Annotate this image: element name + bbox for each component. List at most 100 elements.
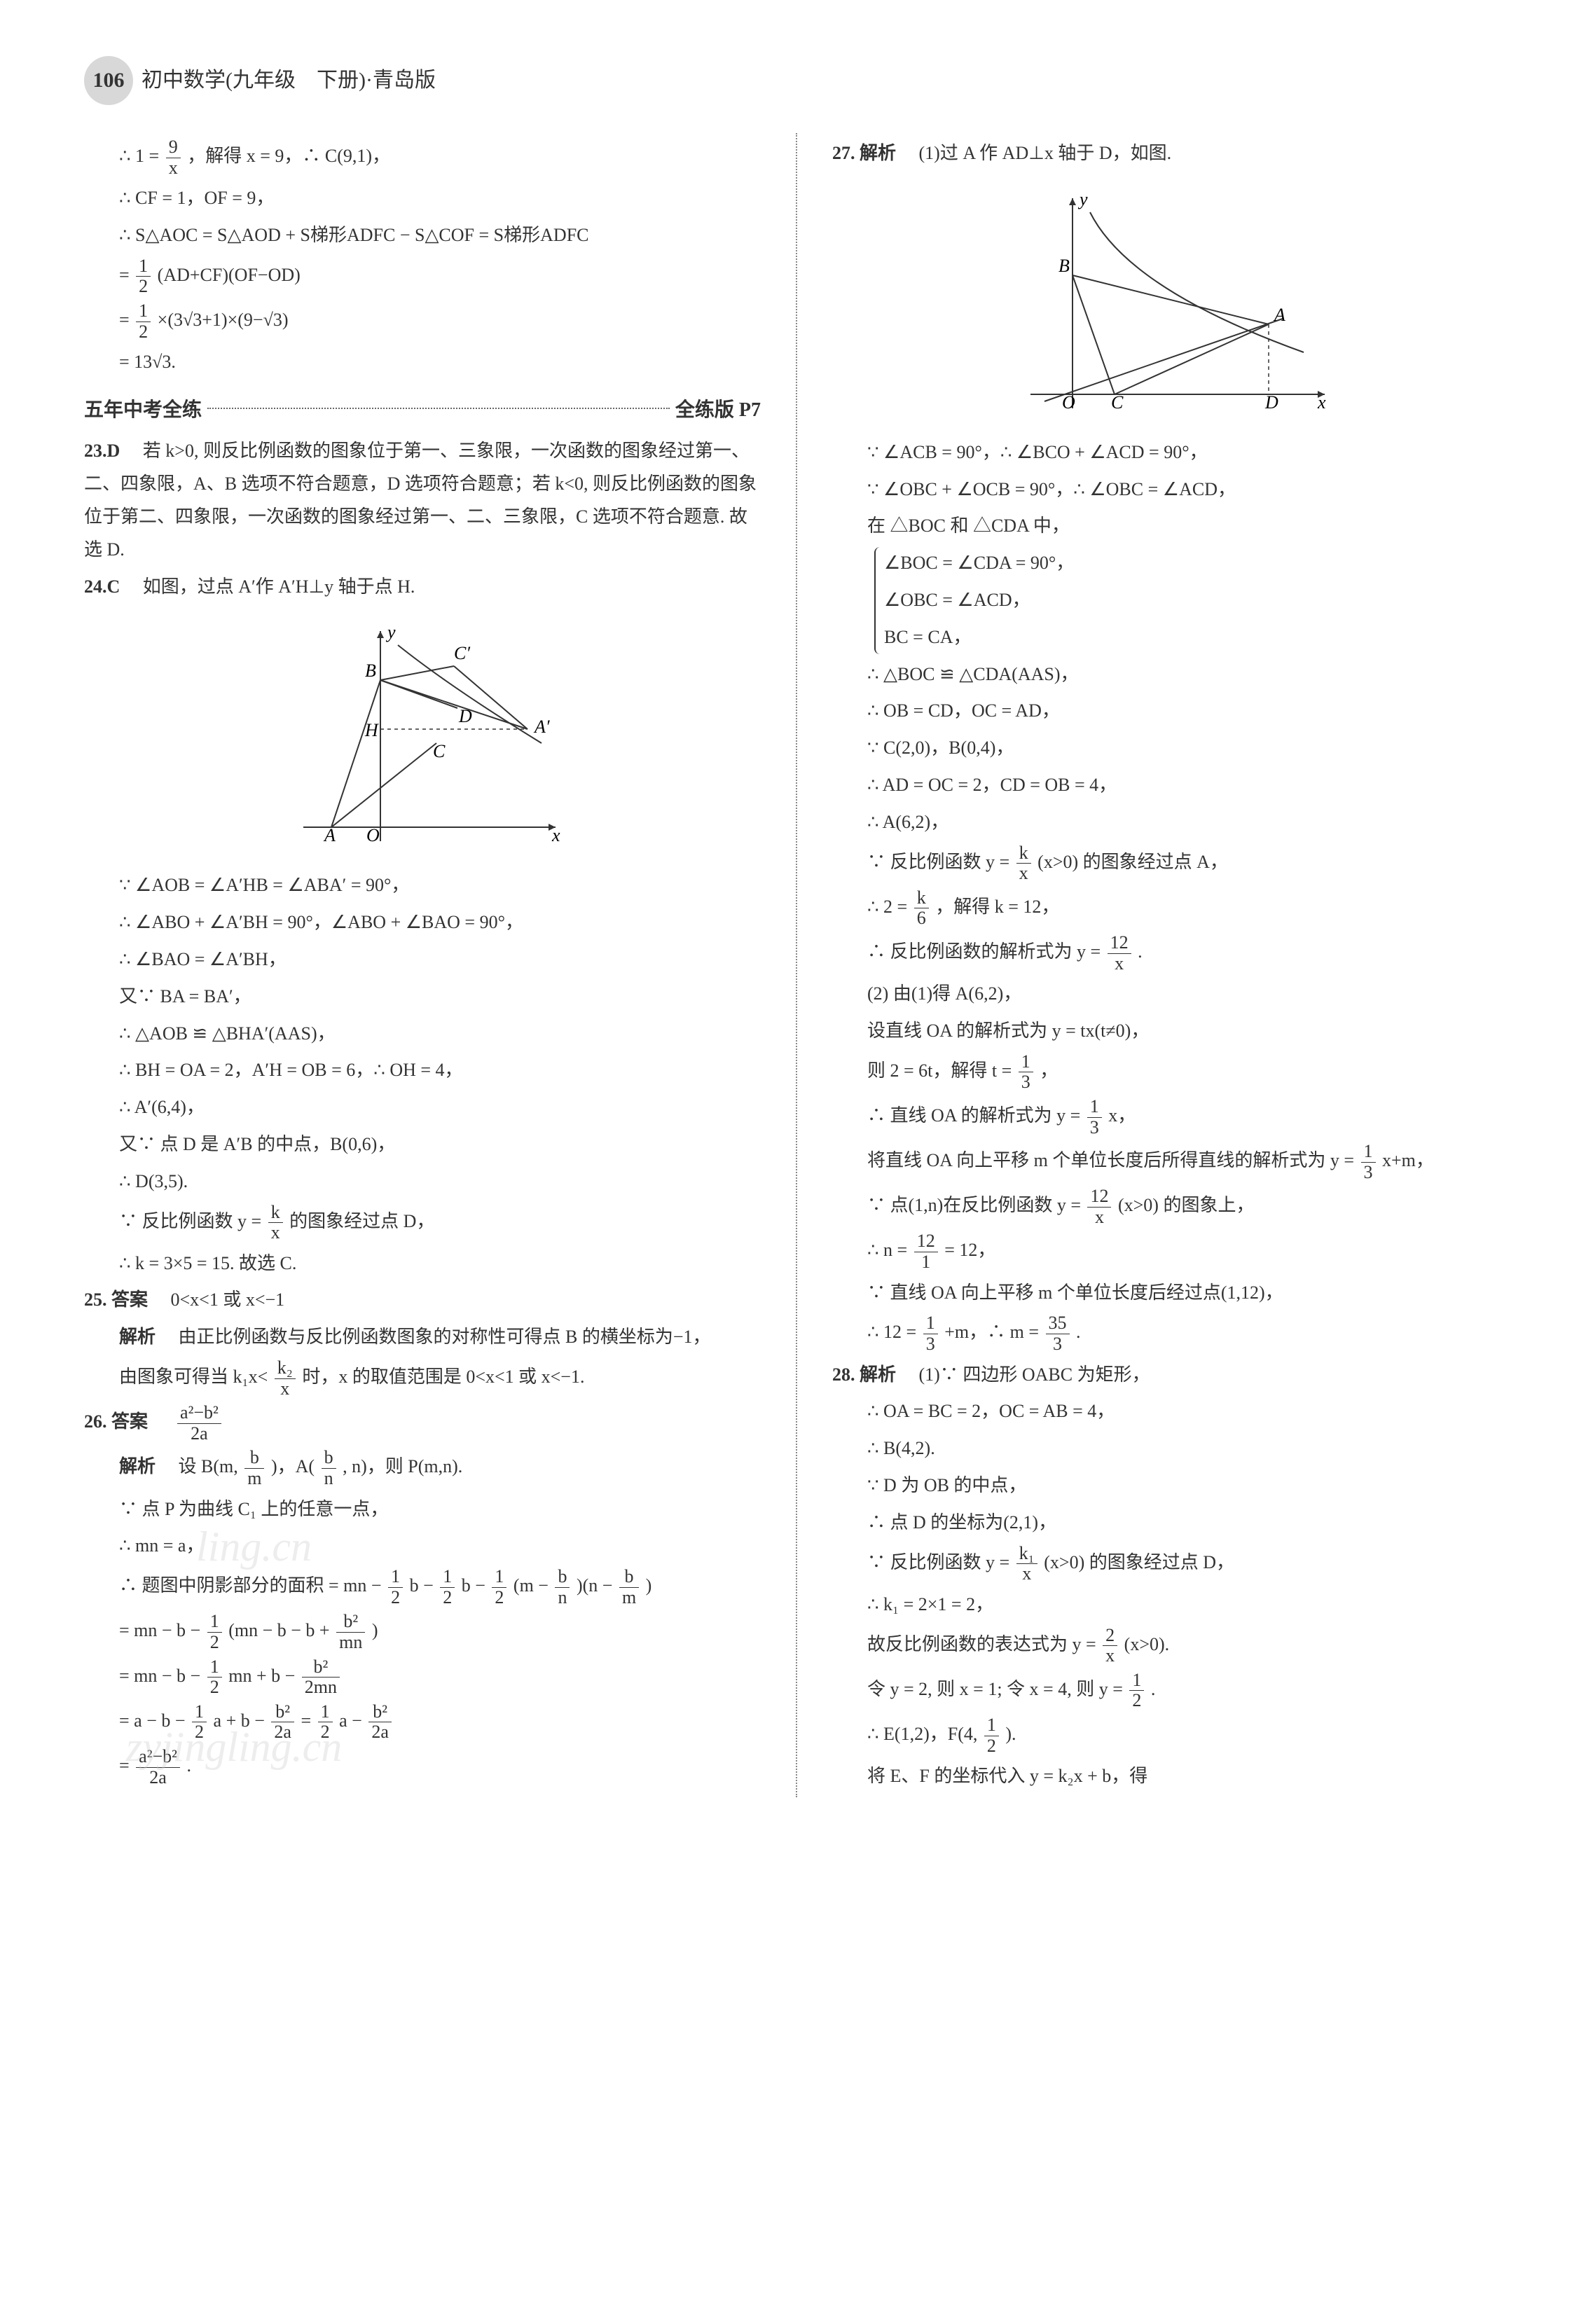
math-line: ∴ E(1,2)，F(4, 12 ).: [832, 1715, 1509, 1756]
math-line: ∴ D(3,5).: [84, 1166, 761, 1198]
brace-group: ∠BOC = ∠CDA = 90°， ∠OBC = ∠ACD， BC = CA，: [874, 547, 1509, 653]
math-line: 设直线 OA 的解析式为 y = tx(t≠0)，: [832, 1015, 1509, 1048]
svg-text:B: B: [1058, 256, 1070, 276]
answer-label: 答案: [111, 1411, 148, 1432]
math-line: ∴ mn = a，: [84, 1530, 761, 1563]
question-number: 28.: [832, 1364, 855, 1385]
math-line: ∴ S△AOC = S△AOD + S梯形ADFC − S△COF = S梯形A…: [84, 219, 761, 252]
question-25: 25. 答案 0<x<1 或 x<−1: [84, 1284, 761, 1317]
question-27: 27. 解析 (1)过 A 作 AD⊥x 轴于 D，如图.: [832, 137, 1509, 170]
question-number: 27.: [832, 143, 855, 163]
math-line: ∵ 反比例函数 y = kx 的图象经过点 D，: [84, 1203, 761, 1243]
svg-text:C′: C′: [454, 643, 470, 663]
math-line: ∴ △AOB ≌ △BHA′(AAS)，: [84, 1018, 761, 1051]
question-28: 28. 解析 (1)∵ 四边形 OABC 为矩形，: [832, 1359, 1509, 1392]
math-line: 又∵ 点 D 是 A′B 的中点，B(0,6)，: [84, 1128, 761, 1161]
right-column: 27. 解析 (1)过 A 作 AD⊥x 轴于 D，如图. O C D A B …: [818, 133, 1509, 1797]
math-line: 在 △BOC 和 △CDA 中，: [832, 510, 1509, 543]
page-title: 初中数学(九年级 下册)·青岛版: [142, 62, 436, 99]
math-line: 则 2 = 6t，解得 t = 13 ，: [832, 1052, 1509, 1093]
question-24: 24.C 如图，过点 A′作 A′H⊥y 轴于点 H.: [84, 571, 761, 604]
math-line: ∵ C(2,0)，B(0,4)，: [832, 732, 1509, 765]
math-line: 又∵ BA = BA′，: [84, 981, 761, 1014]
math-line: = 12 (AD+CF)(OF−OD): [84, 256, 761, 297]
explanation: 解析 由正比例函数与反比例函数图象的对称性可得点 B 的横坐标为−1，: [84, 1321, 761, 1354]
math-line: 故反比例函数的表达式为 y = 2x (x>0).: [832, 1626, 1509, 1666]
math-line: = 13√3.: [84, 346, 761, 379]
math-line: 将直线 OA 向上平移 m 个单位长度后所得直线的解析式为 y = 13 x+m…: [832, 1142, 1509, 1182]
math-line: BC = CA，: [884, 621, 1509, 654]
question-number: 23.D: [84, 441, 120, 461]
explanation-label: 解析: [860, 143, 896, 163]
math-line: ∵ 点(1,n)在反比例函数 y = 12x (x>0) 的图象上，: [832, 1187, 1509, 1227]
svg-text:A: A: [1273, 305, 1285, 325]
math-line: 由图象可得当 k₁x< k₂x 时，x 的取值范围是 0<x<1 或 x<−1.: [84, 1358, 761, 1399]
answer-label: 答案: [111, 1289, 148, 1310]
math-line: = mn − b − 12 mn + b − b²2mn: [84, 1657, 761, 1698]
svg-text:A′: A′: [533, 717, 550, 737]
answer-text: 0<x<1 或 x<−1: [153, 1289, 285, 1310]
math-line: ∵ ∠AOB = ∠A′HB = ∠ABA′ = 90°，: [84, 869, 761, 902]
math-line: ∴ A(6,2)，: [832, 806, 1509, 839]
explanation: 解析 设 B(m, bm )，A( bn , n)，则 P(m,n).: [84, 1448, 761, 1488]
question-text: 若 k>0, 则反比例函数的图象位于第一、三象限，一次函数的图象经过第一、二、四…: [84, 441, 757, 559]
svg-text:O: O: [366, 825, 380, 845]
math-line: ∴ 12 = 13 +m，∴ m = 353 .: [832, 1313, 1509, 1354]
math-line: ∠OBC = ∠ACD，: [884, 584, 1509, 617]
math-line: ∠BOC = ∠CDA = 90°，: [884, 547, 1509, 580]
figure-q24: A O B C′ D A′ H C x y: [275, 617, 570, 855]
math-line: ∴ 题图中阴影部分的面积 = mn − 12 b − 12 b − 12 (m …: [84, 1567, 761, 1607]
question-number: 24.C: [84, 576, 120, 597]
svg-text:x: x: [1317, 392, 1326, 413]
svg-text:y: y: [1077, 189, 1088, 209]
math-line: = a²−b²2a .: [84, 1747, 761, 1787]
figure-q27: O C D A B x y: [1002, 184, 1339, 422]
math-line: 令 y = 2, 则 x = 1; 令 x = 4, 则 y = 12 .: [832, 1671, 1509, 1711]
math-line: ∴ AD = OC = 2，CD = OB = 4，: [832, 769, 1509, 802]
math-line: ∴ A′(6,4)，: [84, 1091, 761, 1124]
svg-text:C: C: [1111, 392, 1124, 413]
math-line: ∴ k₁ = 2×1 = 2，: [832, 1589, 1509, 1621]
math-line: ∴ OA = BC = 2，OC = AB = 4，: [832, 1395, 1509, 1428]
math-line: ∴ k = 3×5 = 15. 故选 C.: [84, 1247, 761, 1280]
question-23: 23.D 若 k>0, 则反比例函数的图象位于第一、三象限，一次函数的图象经过第…: [84, 435, 761, 566]
question-text: 如图，过点 A′作 A′H⊥y 轴于点 H.: [125, 576, 415, 597]
svg-text:A: A: [323, 825, 336, 845]
math-line: 将 E、F 的坐标代入 y = k₂x + b，得: [832, 1760, 1509, 1793]
math-line: ∵ 点 P 为曲线 C₁ 上的任意一点，: [84, 1493, 761, 1526]
content-columns: ∴ 1 = 9x ，解得 x = 9，∴ C(9,1)， ∴ CF = 1，OF…: [84, 133, 1509, 1797]
explanation-text: (1)∵ 四边形 OABC 为矩形，: [901, 1364, 1150, 1385]
math-line: ∴ 点 D 的坐标为(2,1)，: [832, 1507, 1509, 1540]
svg-text:y: y: [385, 622, 396, 642]
explanation-text: (1)过 A 作 AD⊥x 轴于 D，如图.: [901, 143, 1172, 163]
math-line: ∴ OB = CD，OC = AD，: [832, 695, 1509, 728]
math-line: ∴ 1 = 9x ，解得 x = 9，∴ C(9,1)，: [84, 137, 761, 178]
svg-text:C: C: [433, 741, 446, 761]
math-line: ∴ n = 121 = 12，: [832, 1231, 1509, 1272]
math-line: = mn − b − 12 (mn − b − b + b²mn ): [84, 1612, 761, 1652]
math-line: ∵ ∠ACB = 90°，∴ ∠BCO + ∠ACD = 90°，: [832, 436, 1509, 469]
svg-text:D: D: [1264, 392, 1278, 413]
math-line: ∴ 直线 OA 的解析式为 y = 13 x，: [832, 1097, 1509, 1137]
math-line: ∴ ∠ABO + ∠A′BH = 90°，∠ABO + ∠BAO = 90°，: [84, 906, 761, 939]
column-divider: [796, 133, 797, 1797]
math-line: = 12 ×(3√3+1)×(9−√3): [84, 301, 761, 342]
math-line: ∴ △BOC ≌ △CDA(AAS)，: [832, 658, 1509, 691]
left-column: ∴ 1 = 9x ，解得 x = 9，∴ C(9,1)， ∴ CF = 1，OF…: [84, 133, 775, 1797]
math-line: ∵ ∠OBC + ∠OCB = 90°，∴ ∠OBC = ∠ACD，: [832, 473, 1509, 506]
page-header: 106 初中数学(九年级 下册)·青岛版: [84, 56, 1509, 105]
math-line: ∴ BH = OA = 2，A′H = OB = 6，∴ OH = 4，: [84, 1054, 761, 1087]
section-heading: 五年中考全练 全练版 P7: [84, 393, 761, 428]
math-line: ∵ 反比例函数 y = kx (x>0) 的图象经过点 A，: [832, 843, 1509, 884]
question-number: 26.: [84, 1411, 107, 1432]
math-line: = a − b − 12 a + b − b²2a = 12 a − b²2a: [84, 1702, 761, 1743]
explanation-label: 解析: [860, 1364, 896, 1385]
math-line: ∴ B(4,2).: [832, 1432, 1509, 1465]
svg-text:H: H: [364, 720, 379, 740]
math-line: ∵ D 为 OB 的中点，: [832, 1469, 1509, 1502]
math-line: ∴ CF = 1，OF = 9，: [84, 182, 761, 215]
question-number: 25.: [84, 1289, 107, 1310]
math-line: ∴ ∠BAO = ∠A′BH，: [84, 943, 761, 976]
page-number-badge: 106: [84, 56, 133, 105]
dots-leader: [207, 408, 670, 409]
